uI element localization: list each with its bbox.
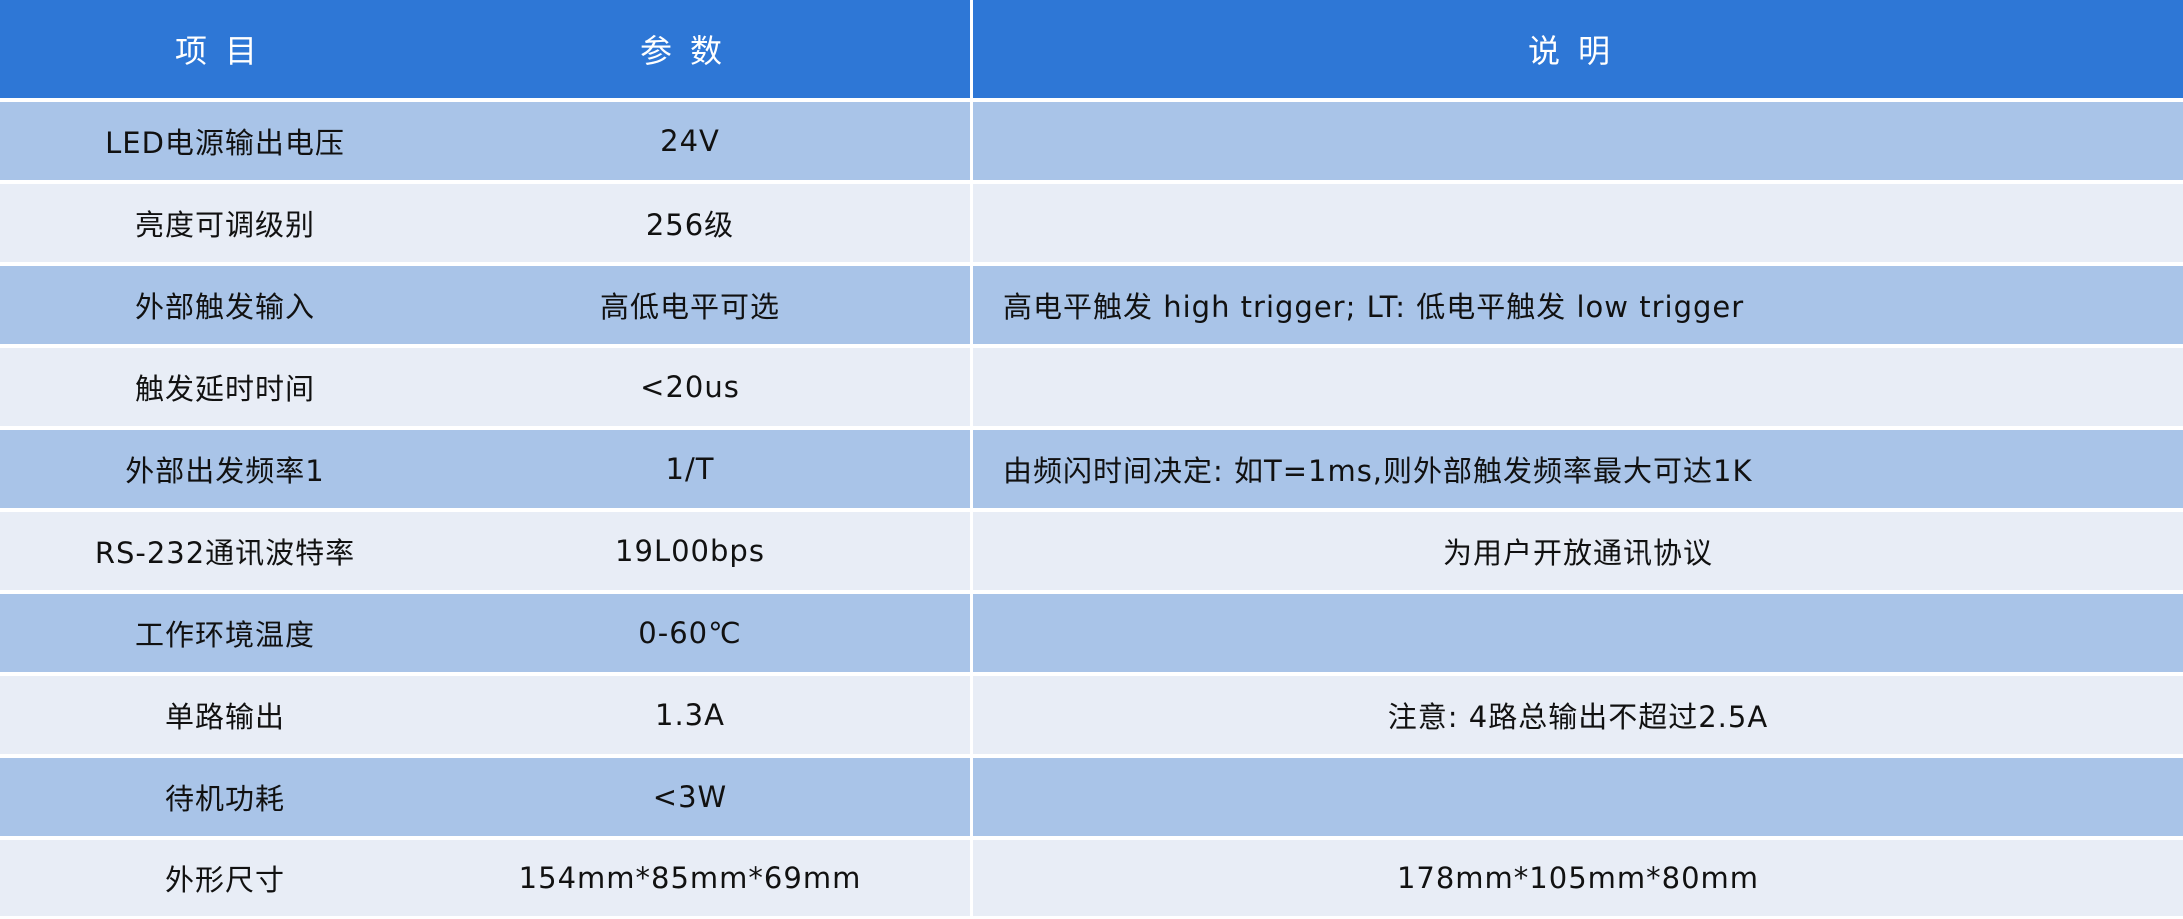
cell-desc <box>973 348 2183 426</box>
table-row: 外形尺寸 154mm*85mm*69mm 178mm*105mm*80mm <box>0 840 2183 916</box>
cell-item: 亮度可调级别 <box>0 184 410 262</box>
header-desc: 说明 <box>970 0 2183 98</box>
table-row: 触发延时时间 <20us <box>0 348 2183 426</box>
cell-desc: 为用户开放通讯协议 <box>973 512 2183 590</box>
cell-item: 单路输出 <box>0 676 410 754</box>
table-row: 外部出发频率1 1/T 由频闪时间决定: 如T=1ms,则外部触发频率最大可达1… <box>0 430 2183 508</box>
table-header: 项目 参数 说明 <box>0 0 2183 98</box>
cell-param: 高低电平可选 <box>410 266 970 344</box>
cell-item: 工作环境温度 <box>0 594 410 672</box>
cell-item: 触发延时时间 <box>0 348 410 426</box>
cell-param: 1/T <box>410 430 970 508</box>
cell-desc: 由频闪时间决定: 如T=1ms,则外部触发频率最大可达1K <box>973 430 2183 508</box>
cell-item: 外形尺寸 <box>0 840 410 916</box>
cell-param: 0-60℃ <box>410 594 970 672</box>
header-param: 参数 <box>410 0 970 98</box>
cell-desc <box>973 758 2183 836</box>
cell-desc <box>973 594 2183 672</box>
table-row: RS-232通讯波特率 19L00bps 为用户开放通讯协议 <box>0 512 2183 590</box>
cell-param: 19L00bps <box>410 512 970 590</box>
cell-param: <20us <box>410 348 970 426</box>
cell-param: 1.3A <box>410 676 970 754</box>
table-row: 亮度可调级别 256级 <box>0 184 2183 262</box>
table-row: 外部触发输入 高低电平可选 高电平触发 high trigger; LT: 低电… <box>0 266 2183 344</box>
table-row: 待机功耗 <3W <box>0 758 2183 836</box>
cell-param: 24V <box>410 102 970 180</box>
cell-desc: 高电平触发 high trigger; LT: 低电平触发 low trigge… <box>973 266 2183 344</box>
cell-desc <box>973 184 2183 262</box>
table-row: 单路输出 1.3A 注意: 4路总输出不超过2.5A <box>0 676 2183 754</box>
cell-item: 外部出发频率1 <box>0 430 410 508</box>
cell-desc <box>973 102 2183 180</box>
cell-item: 外部触发输入 <box>0 266 410 344</box>
table-row: LED电源输出电压 24V <box>0 102 2183 180</box>
cell-item: RS-232通讯波特率 <box>0 512 410 590</box>
cell-param: 256级 <box>410 184 970 262</box>
cell-param: <3W <box>410 758 970 836</box>
cell-item: 待机功耗 <box>0 758 410 836</box>
table-row: 工作环境温度 0-60℃ <box>0 594 2183 672</box>
cell-desc: 178mm*105mm*80mm <box>973 840 2183 916</box>
header-item: 项目 <box>0 0 410 98</box>
cell-item: LED电源输出电压 <box>0 102 410 180</box>
cell-desc: 注意: 4路总输出不超过2.5A <box>973 676 2183 754</box>
cell-param: 154mm*85mm*69mm <box>410 840 970 916</box>
